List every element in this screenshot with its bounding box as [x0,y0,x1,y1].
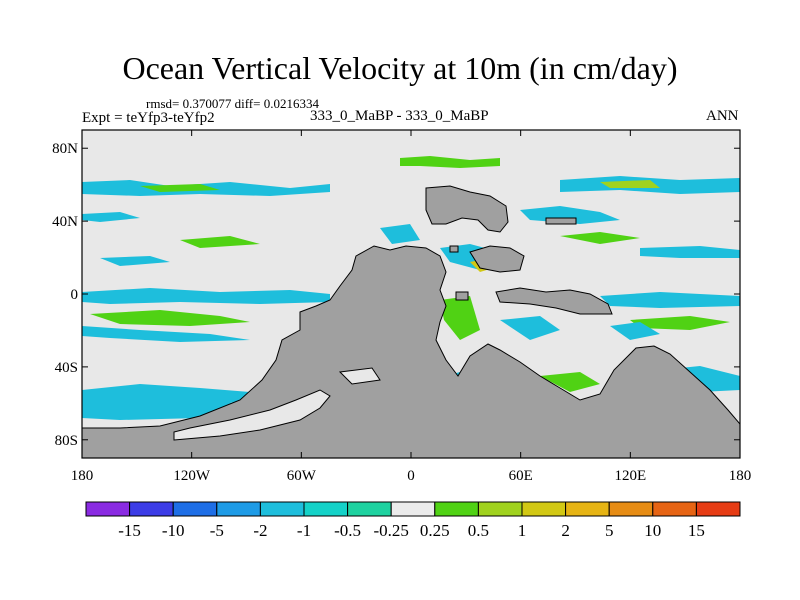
colorbar-swatch [434,501,479,517]
colorbar-label: 0.5 [468,521,489,540]
colorbar-swatch [216,501,261,517]
lon-tick-label: 60W [287,468,317,484]
colorbar-swatch [477,501,523,517]
experiment-label: Expt = teYfp3-teYfp2 [82,110,215,126]
lat-tick-label: 80N [52,141,78,157]
colorbar-swatch [390,501,436,517]
latitude-axis: 80N 40N 0 40S 80S [52,141,740,449]
lon-tick-label: 180 [71,468,94,484]
colorbar-label: 5 [605,521,614,540]
colorbar-swatch [303,501,349,517]
lat-tick-label: 0 [71,287,79,303]
lon-tick-label: 120W [173,468,211,484]
colorbar-label: -0.5 [334,521,361,540]
colorbar-swatch [695,501,741,517]
lat-tick-label: 40S [55,360,78,376]
colorbar-label: -2 [253,521,267,540]
lat-tick-label: 80S [55,433,78,449]
colorbar-swatch [172,501,218,517]
colorbar-label: -1 [297,521,311,540]
colorbar-label: -0.25 [373,521,408,540]
colorbar-label: -15 [118,521,141,540]
colorbar-label: 1 [518,521,527,540]
colorbar-label: 2 [561,521,570,540]
colorbar: -15 -10 -5 -2 -1 -0.5 -0.25 0.25 0.5 1 2 5 10 15 [85,501,741,540]
lon-tick-label: 0 [407,468,415,484]
colorbar-label: 0.25 [420,521,450,540]
colorbar-swatch [129,501,174,517]
colorbar-swatch [347,501,392,517]
lon-tick-label: 180 [729,468,752,484]
land-masses [81,185,741,459]
lon-tick-label: 60E [509,468,533,484]
longitude-axis: 180 120W 60W 0 60E 120E 180 [71,130,752,484]
lat-tick-label: 40N [52,214,78,230]
colorbar-label: 15 [688,521,705,540]
colorbar-swatch [85,501,131,517]
plot-title: Ocean Vertical Velocity at 10m (in cm/da… [122,50,678,86]
colorbar-swatch [259,501,305,517]
colorbar-label: -5 [210,521,224,540]
colorbar-swatch [652,501,697,517]
lon-tick-label: 120E [614,468,646,484]
colorbar-swatch [565,501,610,517]
case-label: 333_0_MaBP - 333_0_MaBP [310,108,489,124]
colorbar-swatch [521,501,567,517]
season-label: ANN [706,108,739,124]
stats-text: rmsd= 0.370077 diff= 0.0216334 [146,96,319,111]
colorbar-swatch [608,501,654,517]
colorbar-label: 10 [644,521,661,540]
colorbar-label: -10 [162,521,185,540]
